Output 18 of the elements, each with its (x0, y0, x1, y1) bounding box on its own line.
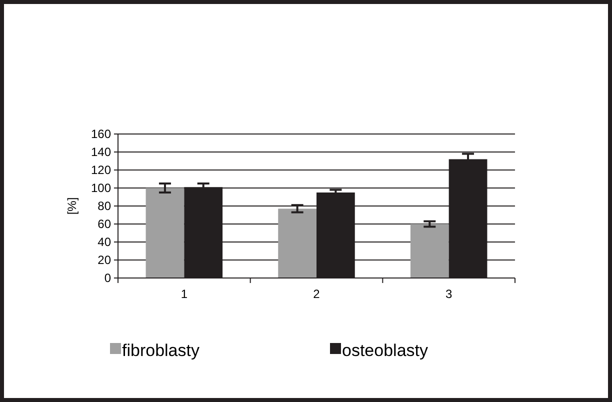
x-tick-label: 3 (445, 287, 452, 301)
y-tick-label: 60 (98, 217, 112, 232)
legend-label: fibroblasty (122, 340, 200, 360)
x-tick-label: 2 (313, 287, 320, 301)
y-axis-title: [%] (65, 197, 79, 215)
legend-label: osteoblasty (342, 340, 428, 360)
y-tick-label: 80 (98, 199, 112, 214)
y-tick-label: 120 (90, 163, 112, 178)
bar (146, 188, 184, 278)
bar (278, 208, 316, 278)
y-tick-label: 0 (104, 271, 112, 286)
x-tick-label: 1 (180, 287, 188, 301)
bar (410, 224, 449, 278)
y-tick-label: 100 (90, 181, 112, 196)
y-tick-label: 20 (98, 253, 112, 268)
y-tick-label: 160 (90, 127, 112, 142)
y-tick-label: 140 (90, 145, 112, 160)
y-tick-label: 40 (98, 235, 112, 250)
